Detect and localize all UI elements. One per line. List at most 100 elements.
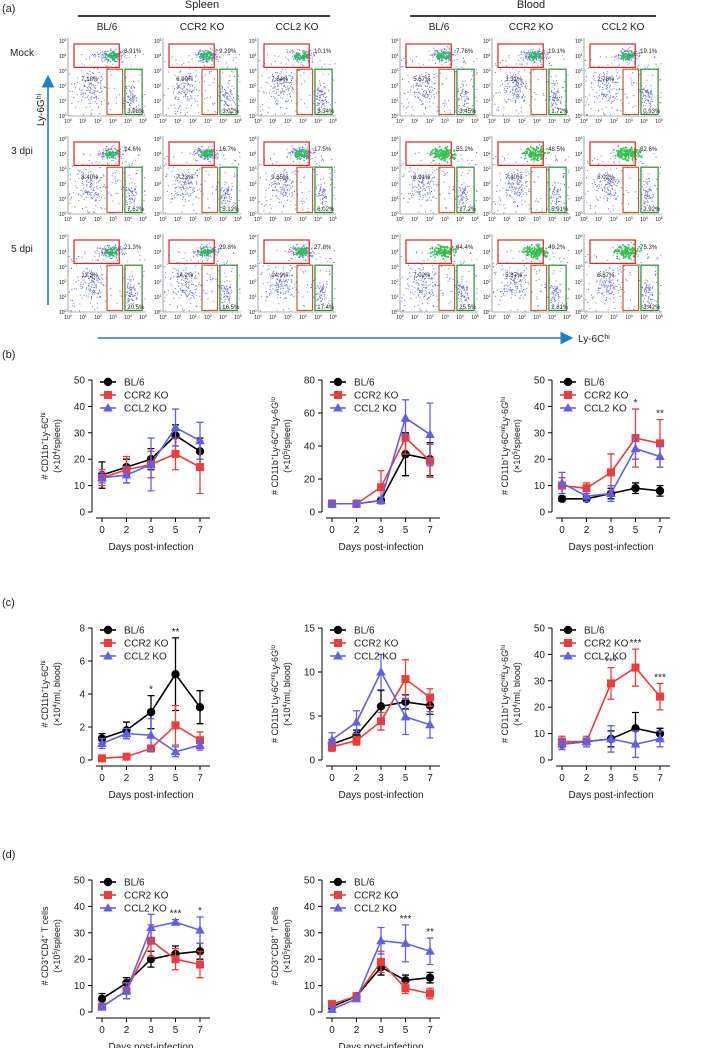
flow-y-tick-label-part: 4 xyxy=(65,53,67,57)
flow-x-tick-label: 101 xyxy=(411,216,419,223)
flow-y-tick-label-part: 10 xyxy=(59,99,65,105)
flow-x-tick-label-part: 0 xyxy=(260,216,262,220)
x-axis-label: Days post-infection xyxy=(108,1042,193,1048)
marker xyxy=(171,449,180,458)
flow-x-tick-label-part: 5 xyxy=(661,216,663,220)
line-chart: (b) 0 10 20 30 40 50 0 2 3 5 7 Days post-infection # … xyxy=(2,349,210,553)
flow-x-tick-label: 100 xyxy=(254,216,262,223)
flow-x-tick-label-part: 0 xyxy=(402,216,404,220)
flow-x-tick-label-part: 10 xyxy=(189,315,195,321)
y-axis-label-part: Ly-6G xyxy=(270,650,280,674)
flow-x-tick-label-part: 10 xyxy=(269,119,275,125)
gate-label: 16.5% xyxy=(222,305,240,311)
flow-x-tick-label-part: 2 xyxy=(195,118,197,122)
y-tick-label: 10 xyxy=(74,981,86,992)
gate-brown xyxy=(106,166,124,214)
flow-y-tick-label-part: 0 xyxy=(255,211,257,215)
x-tick-label: 2 xyxy=(124,1025,130,1036)
flow-y-tick-label: 105 xyxy=(483,234,491,241)
flow-y-tick-label-part: 10 xyxy=(154,310,160,316)
flow-y-tick-label-part: 2 xyxy=(581,83,583,87)
gate-green xyxy=(456,264,475,312)
y-axis-label-part: Ly-6C xyxy=(40,665,50,689)
y-tick-label: 20 xyxy=(74,955,86,966)
flow-x-tick-label-part: 5 xyxy=(335,216,337,220)
y-axis-label-part: /ml, blood) xyxy=(52,662,62,704)
y-axis-label-part: /ml, blood) xyxy=(282,662,292,704)
flow-x-tick-label-part: 1 xyxy=(85,216,87,220)
marker xyxy=(122,752,131,761)
flow-y-tick-label-part: 5 xyxy=(160,136,162,140)
flow-y-tick-label-part: 1 xyxy=(489,98,491,102)
flow-y-tick-label: 102 xyxy=(249,83,257,90)
flow-y-tick-label: 103 xyxy=(59,68,67,75)
flow-y-tick-label-part: 10 xyxy=(483,295,489,301)
x-tick-label: 7 xyxy=(657,525,663,536)
flow-x-tick-label-part: 10 xyxy=(79,315,85,321)
y-axis-label: (×104/spleen) xyxy=(52,419,63,473)
marker xyxy=(121,728,132,738)
flow-y-tick-label-part: 10 xyxy=(391,280,397,286)
x-axis-label: Days post-infection xyxy=(108,542,193,553)
flow-y-tick-label-part: 1 xyxy=(160,294,162,298)
marker xyxy=(607,468,615,477)
flow-x-tick-label: 103 xyxy=(625,216,633,223)
flow-dots-dense xyxy=(429,244,459,260)
flow-x-tick-label-part: 10 xyxy=(533,315,539,321)
flow-x-tick-label-part: 2 xyxy=(524,314,526,318)
flow-y-tick-label-part: 1 xyxy=(65,98,67,102)
flow-y-tick-label-part: 10 xyxy=(483,280,489,286)
flow-dots xyxy=(493,48,569,116)
flow-y-tick-label-part: 10 xyxy=(483,137,489,143)
gate-label: 29.8% xyxy=(219,245,237,251)
column-title: BL/6 xyxy=(429,22,450,33)
gate-label: 6.02% xyxy=(317,207,335,213)
y-tick-label: 40 xyxy=(304,902,316,913)
flow-y-tick-label: 104 xyxy=(59,249,67,256)
flow-y-tick-label-part: 4 xyxy=(65,151,67,155)
y-tick-label: 20 xyxy=(534,455,546,466)
flow-y-tick-label-part: 4 xyxy=(255,151,257,155)
marker xyxy=(97,1001,107,1011)
flow-x-tick-label-part: 5 xyxy=(661,314,663,318)
marker xyxy=(581,491,592,500)
flow-x-tick-label: 104 xyxy=(456,314,464,321)
flow-x-tick-label-part: 10 xyxy=(396,315,402,321)
flow-y-tick-label: 104 xyxy=(575,53,583,60)
gate-label: 14.6% xyxy=(124,147,142,153)
flow-x-tick-label: 102 xyxy=(518,118,526,125)
flow-y-tick-label-part: 4 xyxy=(65,249,67,253)
y-axis-label-part: 5 xyxy=(282,951,289,955)
flow-y-tick-label-part: 5 xyxy=(397,234,399,238)
flow-y-tick-label-part: 10 xyxy=(249,295,255,301)
y-axis-label-part: + xyxy=(40,934,47,938)
gate-label: 7.18% xyxy=(81,77,99,83)
y-tick-label: 10 xyxy=(304,981,316,992)
legend-label: BL/6 xyxy=(584,626,605,637)
marker xyxy=(103,651,113,660)
marker xyxy=(400,412,411,422)
marker xyxy=(557,494,567,503)
flow-x-tick-label: 102 xyxy=(426,216,434,223)
flow-y-tick-label-part: 10 xyxy=(391,137,397,143)
y-tick-label: 50 xyxy=(534,376,546,387)
y-axis-label: (×105/spleen) xyxy=(282,919,293,973)
flow-y-tick-label-part: 3 xyxy=(581,68,583,72)
flow-x-tick-label: 100 xyxy=(159,118,167,125)
y-axis-label: # CD11b+Ly-6Chi xyxy=(40,660,51,727)
marker xyxy=(146,730,156,739)
flow-x-tick-label-part: 4 xyxy=(225,118,227,122)
legend-label: CCR2 KO xyxy=(354,391,399,402)
flow-y-tick-label-part: 4 xyxy=(160,249,162,253)
flow-y-tick-label-part: 10 xyxy=(391,212,397,218)
flow-y-tick-label-part: 3 xyxy=(581,264,583,268)
gate-red xyxy=(497,239,544,264)
flow-y-tick-label: 103 xyxy=(391,68,399,75)
flow-plot: 53.2%6.91%27.2%1001001011011021021031031… xyxy=(391,136,479,223)
marker xyxy=(401,984,410,993)
gate-label: 12.3% xyxy=(81,273,99,279)
flow-x-tick-label-part: 5 xyxy=(569,216,571,220)
flow-x-tick-label-part: 10 xyxy=(548,119,554,125)
flow-x-tick-label-part: 10 xyxy=(109,315,115,321)
flow-y-tick-label: 101 xyxy=(575,196,583,203)
